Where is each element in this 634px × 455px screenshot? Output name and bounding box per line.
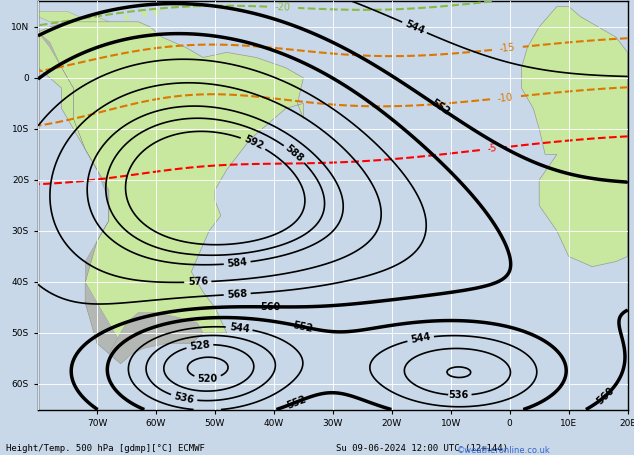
Polygon shape [38, 32, 120, 354]
Text: 552: 552 [429, 98, 451, 117]
Text: -10: -10 [497, 92, 514, 103]
Text: 544: 544 [228, 322, 250, 334]
Text: Height/Temp. 500 hPa [gdmp][°C] ECMWF: Height/Temp. 500 hPa [gdmp][°C] ECMWF [6, 444, 205, 453]
Text: 544: 544 [403, 19, 426, 36]
Text: 592: 592 [242, 134, 264, 152]
Text: 568: 568 [227, 288, 248, 300]
Text: 552: 552 [292, 320, 313, 334]
Text: 544: 544 [410, 332, 432, 345]
Text: -15: -15 [499, 43, 516, 54]
Text: 536: 536 [448, 390, 469, 400]
Text: -20: -20 [275, 2, 291, 13]
Polygon shape [109, 313, 203, 364]
Text: 576: 576 [188, 277, 208, 288]
Text: 536: 536 [173, 391, 195, 405]
Text: 584: 584 [226, 257, 248, 269]
Text: 528: 528 [189, 339, 210, 352]
Text: Su 09-06-2024 12:00 UTC (12+144): Su 09-06-2024 12:00 UTC (12+144) [336, 444, 508, 453]
Text: 552: 552 [285, 394, 307, 410]
Text: 520: 520 [197, 373, 218, 384]
Polygon shape [38, 11, 109, 22]
Text: 560: 560 [261, 302, 281, 312]
Text: 560: 560 [595, 385, 617, 406]
Text: -5: -5 [486, 143, 497, 154]
Polygon shape [38, 22, 304, 364]
Polygon shape [522, 6, 628, 267]
Text: 588: 588 [283, 143, 306, 164]
Text: ©weatheronline.co.uk: ©weatheronline.co.uk [456, 446, 550, 455]
